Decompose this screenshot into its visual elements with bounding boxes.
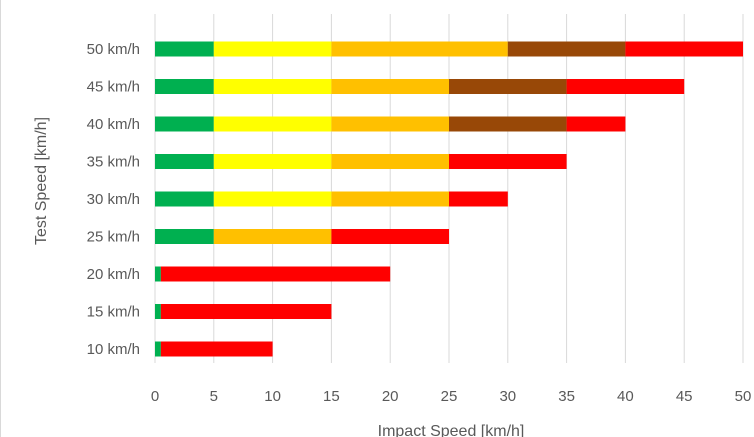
bar-segment <box>566 79 685 94</box>
y-tick-label: 10 km/h <box>87 341 140 358</box>
bar-segment <box>155 191 214 207</box>
bar-30-kmh <box>155 191 508 207</box>
bar-segment <box>155 266 161 282</box>
bar-segment <box>213 229 332 244</box>
bar-segment <box>331 154 449 169</box>
bar-25-kmh <box>155 229 449 244</box>
x-tick-label: 20 <box>382 388 399 405</box>
bar-segment <box>625 41 743 57</box>
bar-segment <box>213 116 332 132</box>
bar-segment <box>155 341 161 357</box>
bar-segment <box>507 41 626 57</box>
bar-50-kmh <box>155 41 743 57</box>
bar-segment <box>331 116 449 132</box>
bar-15-kmh <box>155 304 332 319</box>
y-tick-label: 30 km/h <box>87 191 140 208</box>
bar-segment <box>331 41 508 57</box>
bar-segment <box>566 116 626 132</box>
y-axis-title: Test Speed [km/h] <box>33 117 50 245</box>
x-tick-label: 5 <box>210 388 218 405</box>
x-axis-title: Impact Speed [km/h] <box>378 423 525 437</box>
bar-segment <box>449 191 508 207</box>
bar-segment <box>160 341 273 357</box>
y-tick-label: 25 km/h <box>87 229 140 246</box>
x-tick-label: 0 <box>151 388 159 405</box>
bar-segment <box>213 191 332 207</box>
x-tick-label: 15 <box>323 388 340 405</box>
bar-40-kmh <box>155 116 626 132</box>
x-tick-label: 45 <box>676 388 693 405</box>
x-tick-label: 35 <box>558 388 575 405</box>
bar-45-kmh <box>155 79 685 94</box>
x-axis-tick-labels: 0 5 10 15 20 25 30 35 40 45 50 <box>151 388 752 405</box>
x-tick-label: 40 <box>617 388 634 405</box>
y-tick-label: 35 km/h <box>87 154 140 171</box>
y-axis-tick-labels: 50 km/h 45 km/h 40 km/h 35 km/h 30 km/h 25 km… <box>87 41 140 358</box>
bar-segment <box>331 229 449 244</box>
bar-segment <box>449 116 567 132</box>
bar-segment <box>331 79 449 94</box>
bar-segment <box>155 41 214 57</box>
bar-segment <box>213 154 332 169</box>
bar-segment <box>449 154 567 169</box>
x-tick-label: 25 <box>441 388 458 405</box>
x-tick-label: 50 <box>735 388 752 405</box>
bar-segment <box>331 191 449 207</box>
x-tick-label: 10 <box>264 388 281 405</box>
bars <box>155 41 743 357</box>
bar-35-kmh <box>155 154 567 169</box>
bar-segment <box>213 79 332 94</box>
bar-20-kmh <box>155 266 391 282</box>
bar-10-kmh <box>155 341 273 357</box>
bar-segment <box>155 116 214 132</box>
bar-segment <box>155 304 161 319</box>
x-tick-label: 30 <box>499 388 516 405</box>
bar-segment <box>213 41 332 57</box>
y-tick-label: 45 km/h <box>87 79 140 96</box>
bar-segment <box>155 229 214 244</box>
y-tick-label: 20 km/h <box>87 266 140 283</box>
y-tick-label: 15 km/h <box>87 304 140 321</box>
bar-segment <box>155 79 214 94</box>
bar-segment <box>449 79 567 94</box>
gridlines <box>154 14 744 363</box>
y-tick-label: 40 km/h <box>87 116 140 133</box>
bar-segment <box>155 154 214 169</box>
bar-segment <box>160 304 332 319</box>
bar-segment <box>160 266 391 282</box>
y-tick-label: 50 km/h <box>87 41 140 58</box>
